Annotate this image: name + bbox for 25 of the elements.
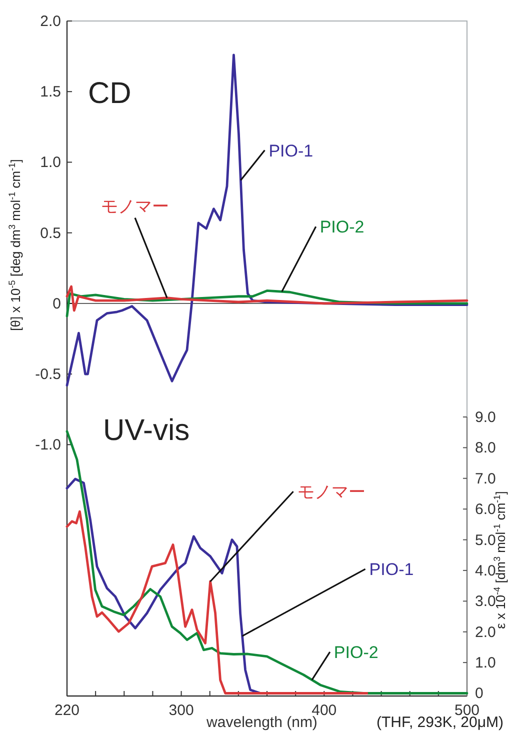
y2-tick-label: 9.0 — [475, 408, 496, 426]
y-tick-label: 0 — [52, 295, 61, 312]
x-tick-label: 220 — [54, 702, 80, 719]
annotation: UV-vis — [103, 414, 190, 447]
series-label: PIO-2 — [334, 642, 378, 662]
y2-tick-label: 2.0 — [475, 624, 496, 641]
y2-tick-label: 5.0 — [475, 532, 496, 549]
y-tick-label: 1.5 — [40, 84, 61, 101]
y-tick-label: -1.0 — [35, 436, 61, 454]
x-axis-title: wavelength (nm) — [206, 714, 318, 731]
y-tick-label: -0.5 — [35, 366, 61, 384]
x-tick-label: 300 — [168, 702, 194, 719]
text: (THF, 293K, 20μM) — [376, 714, 504, 731]
annotation: CD — [88, 77, 132, 110]
y2-tick-label: 3.0 — [475, 593, 496, 610]
y2-tick-label: 0 — [475, 685, 484, 702]
y2-tick-label: 7.0 — [475, 470, 496, 488]
y2-tick-label: 4.0 — [475, 562, 496, 580]
y2-tick-label: 6.0 — [475, 501, 496, 518]
y-tick-label: 0.5 — [40, 224, 61, 242]
y-tick-label: 1.0 — [40, 154, 61, 172]
y2-tick-label: 8.0 — [475, 440, 496, 457]
y2-tick-label: 1.0 — [475, 654, 496, 672]
y-tick-label: 2.0 — [40, 13, 61, 30]
series-label: PIO-1 — [268, 141, 314, 160]
